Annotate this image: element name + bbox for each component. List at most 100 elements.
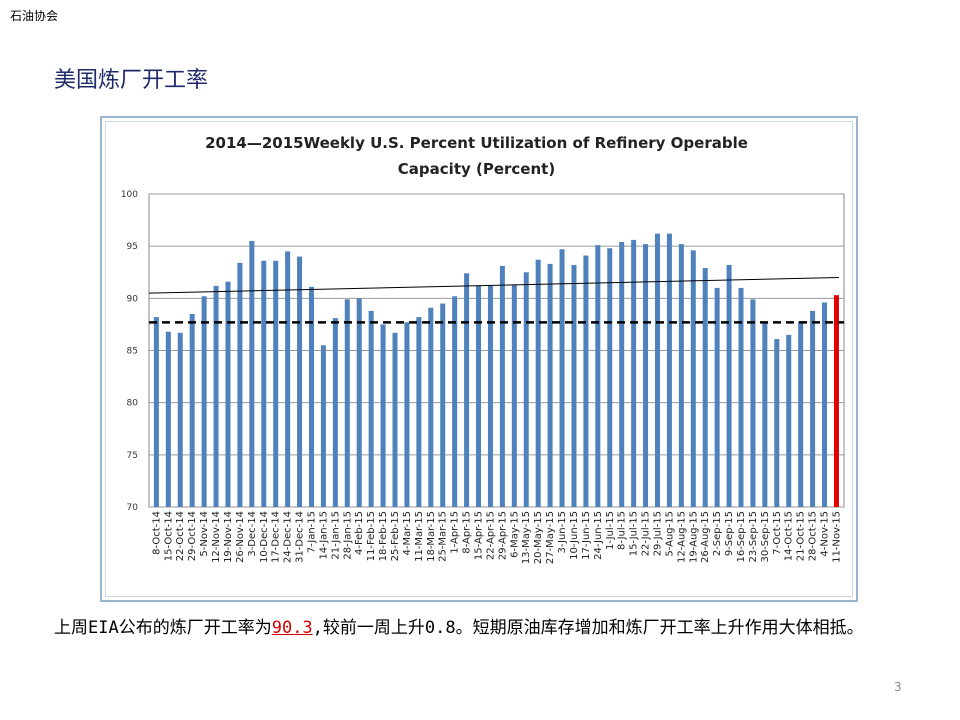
x-tick-label: 29-Oct-14 <box>187 511 198 561</box>
x-tick-label: 15-Apr-15 <box>474 511 485 560</box>
bar <box>308 286 314 507</box>
x-tick-label: 11-Mar-15 <box>414 511 425 562</box>
bar <box>559 249 565 507</box>
chart-title: 2014—2015Weekly U.S. Percent Utilization… <box>205 134 748 152</box>
x-tick-label: 7-Oct-15 <box>772 511 783 555</box>
x-tick-label: 28-Jan-15 <box>342 511 353 560</box>
x-tick-label: 8-Jul-15 <box>617 511 628 550</box>
bar <box>249 240 255 507</box>
bar <box>452 296 458 507</box>
x-tick-label: 24-Jun-15 <box>593 511 604 560</box>
x-tick-label: 5-Nov-14 <box>199 511 210 557</box>
x-tick-label: 17-Jun-15 <box>581 511 592 560</box>
bar <box>416 317 422 507</box>
y-tick-label: 80 <box>127 399 139 409</box>
bar <box>631 239 637 507</box>
bar <box>822 302 828 507</box>
x-tick-label: 19-Nov-14 <box>223 511 234 563</box>
x-tick-label: 31-Dec-14 <box>295 511 306 563</box>
x-tick-label: 9-Sep-15 <box>724 511 735 556</box>
bar <box>225 281 231 507</box>
x-tick-label: 29-Apr-15 <box>497 511 508 560</box>
bar-highlight <box>833 295 839 507</box>
x-tick-label: 26-Nov-14 <box>235 511 246 563</box>
x-tick-label: 21-Jan-15 <box>330 511 341 560</box>
x-tick-label: 15-Oct-14 <box>163 511 174 561</box>
bar <box>487 285 493 507</box>
bar <box>654 233 660 507</box>
x-tick-label: 24-Dec-14 <box>283 511 294 563</box>
x-tick-label: 25-Mar-15 <box>438 511 449 562</box>
x-tick-label: 25-Feb-15 <box>390 511 401 561</box>
chart-frame: 2014—2015Weekly U.S. Percent Utilization… <box>100 116 858 602</box>
x-tick-label: 2-Sep-15 <box>712 511 723 556</box>
x-tick-label: 11-Nov-15 <box>831 511 842 563</box>
x-tick-label: 18-Feb-15 <box>378 511 389 561</box>
x-tick-label: 28-Oct-15 <box>808 511 819 561</box>
bar <box>165 331 171 507</box>
refinery-utilization-chart: 2014—2015Weekly U.S. Percent Utilization… <box>121 134 845 564</box>
x-tick-label: 12-Aug-15 <box>676 511 687 563</box>
bar <box>344 299 350 507</box>
x-tick-label: 22-Oct-14 <box>175 511 186 561</box>
x-tick-label: 20-May-15 <box>533 511 544 564</box>
bar <box>440 303 446 507</box>
trend-line <box>148 276 840 294</box>
x-tick-label: 16-Sep-15 <box>736 511 747 563</box>
caption-prefix: 上周EIA公布的炼厂开工率为 <box>54 618 272 638</box>
x-tick-label: 22-Jul-15 <box>641 511 652 556</box>
y-tick-label: 70 <box>127 503 139 513</box>
bar <box>332 318 338 507</box>
x-tick-label: 23-Sep-15 <box>748 511 759 563</box>
bar <box>392 332 398 507</box>
bar <box>320 345 326 507</box>
y-tick-label: 95 <box>127 242 138 252</box>
bar <box>547 263 553 507</box>
bar <box>368 310 374 507</box>
bar <box>643 244 649 507</box>
bar <box>702 268 708 507</box>
bar <box>273 260 279 507</box>
bar <box>714 287 720 507</box>
bar <box>476 285 482 507</box>
x-tick-label: 5-Aug-15 <box>664 511 675 557</box>
x-tick-label: 14-Jan-15 <box>318 511 329 560</box>
slide-title: 美国炼厂开工率 <box>54 68 209 93</box>
bar <box>690 250 696 507</box>
x-tick-label: 29-Jul-15 <box>652 511 663 556</box>
bar <box>285 251 291 507</box>
bar <box>762 323 768 507</box>
x-tick-label: 3-Dec-14 <box>247 511 258 557</box>
x-tick-label: 8-Oct-14 <box>151 511 162 555</box>
x-tick-label: 21-Oct-15 <box>796 511 807 561</box>
x-tick-label: 4-Feb-15 <box>354 511 365 555</box>
x-tick-label: 3-Jun-15 <box>557 511 568 554</box>
x-tick-label: 27-May-15 <box>545 511 556 564</box>
bar <box>177 332 183 507</box>
bar <box>678 244 684 507</box>
bar <box>583 255 589 507</box>
bar <box>213 285 219 507</box>
bar <box>428 307 434 507</box>
chart-frame-inner <box>105 121 853 597</box>
x-tick-label: 15-Jul-15 <box>629 511 640 556</box>
bar <box>774 339 780 507</box>
bar <box>201 296 207 507</box>
chart-subtitle: Capacity (Percent) <box>398 160 555 178</box>
bar <box>261 260 267 507</box>
x-tick-label: 4-Mar-15 <box>402 511 413 556</box>
bar <box>535 259 541 507</box>
x-tick-label: 22-Apr-15 <box>485 511 496 560</box>
bar <box>798 321 804 507</box>
y-tick-label: 90 <box>127 294 139 304</box>
x-tick-label: 13-May-15 <box>521 511 532 564</box>
bar <box>750 299 756 507</box>
x-tick-label: 14-Oct-15 <box>784 511 795 561</box>
bar <box>571 264 577 507</box>
bar <box>726 264 732 507</box>
x-tick-label: 4-Nov-15 <box>820 511 831 557</box>
bar <box>619 241 625 507</box>
bar <box>511 284 517 507</box>
caption: 上周EIA公布的炼厂开工率为90.3,较前一周上升0.8。短期原油库存增加和炼厂… <box>54 614 924 643</box>
bar <box>380 324 386 507</box>
